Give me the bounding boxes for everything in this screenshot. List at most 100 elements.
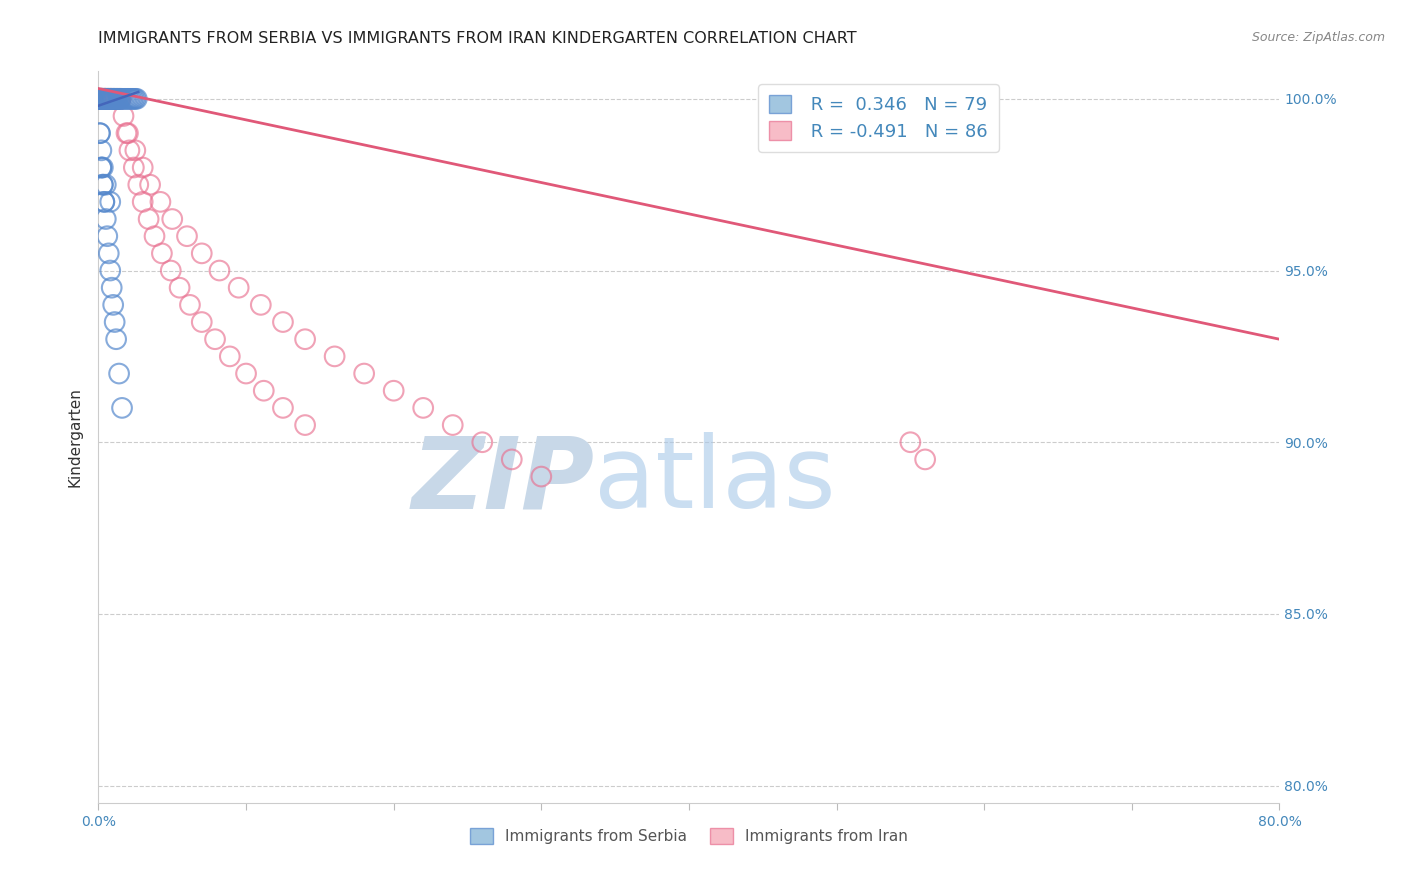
Point [132, 161, 155, 175]
Point [91, 178, 114, 192]
Point [97, 246, 120, 260]
Point [96, 92, 118, 106]
Point [105, 92, 128, 106]
Point [93, 92, 115, 106]
Point [94, 92, 117, 106]
Point [900, 435, 922, 450]
Point [412, 401, 434, 415]
Legend: Immigrants from Serbia, Immigrants from Iran: Immigrants from Serbia, Immigrants from … [464, 822, 914, 850]
Point [271, 315, 294, 329]
Point [91, 92, 114, 106]
Point [132, 194, 155, 209]
Point [93, 194, 115, 209]
Point [94, 92, 117, 106]
Point [91, 92, 114, 106]
Point [94, 92, 117, 106]
Point [100, 92, 122, 106]
Point [294, 332, 316, 346]
Point [122, 92, 145, 106]
Point [91, 92, 114, 106]
Point [118, 144, 141, 158]
Point [97, 92, 120, 106]
Point [122, 161, 145, 175]
Point [98, 92, 121, 106]
Point [89, 126, 111, 140]
Point [91, 178, 114, 192]
Text: Source: ZipAtlas.com: Source: ZipAtlas.com [1251, 31, 1385, 45]
Point [94, 92, 117, 106]
Point [108, 92, 131, 106]
Point [235, 367, 257, 381]
Point [139, 178, 162, 192]
Point [105, 92, 128, 106]
Point [100, 92, 122, 106]
Point [91, 92, 114, 106]
Point [90, 92, 112, 106]
Point [382, 384, 405, 398]
Point [176, 229, 198, 244]
Text: IMMIGRANTS FROM SERBIA VS IMMIGRANTS FROM IRAN KINDERGARTEN CORRELATION CHART: IMMIGRANTS FROM SERBIA VS IMMIGRANTS FRO… [98, 31, 858, 46]
Text: atlas: atlas [595, 433, 837, 530]
Point [91, 92, 114, 106]
Point [112, 109, 135, 123]
Point [90, 161, 112, 175]
Point [100, 92, 122, 106]
Point [103, 92, 125, 106]
Point [89, 92, 111, 106]
Point [90, 92, 112, 106]
Point [90, 144, 112, 158]
Point [98, 92, 121, 106]
Point [112, 92, 135, 106]
Point [93, 92, 115, 106]
Point [94, 178, 117, 192]
Point [100, 92, 122, 106]
Point [91, 92, 114, 106]
Point [105, 332, 128, 346]
Point [250, 298, 273, 312]
Point [103, 92, 125, 106]
Point [107, 92, 129, 106]
Point [97, 92, 120, 106]
Point [105, 92, 128, 106]
Point [90, 92, 112, 106]
Point [107, 92, 129, 106]
Point [191, 246, 214, 260]
Point [93, 92, 115, 106]
Point [104, 315, 127, 329]
Point [96, 92, 118, 106]
Point [98, 92, 121, 106]
Point [103, 92, 125, 106]
Point [90, 92, 112, 106]
Point [117, 92, 139, 106]
Point [121, 92, 143, 106]
Point [90, 92, 112, 106]
Point [98, 92, 121, 106]
Point [204, 332, 226, 346]
Point [323, 350, 346, 364]
Point [104, 92, 127, 106]
Point [93, 92, 115, 106]
Point [120, 92, 142, 106]
Point [105, 92, 128, 106]
Point [90, 161, 112, 175]
Point [94, 92, 117, 106]
Point [89, 92, 111, 106]
Point [107, 92, 129, 106]
Point [97, 92, 120, 106]
Point [111, 92, 134, 106]
Point [103, 92, 125, 106]
Point [124, 92, 146, 106]
Point [91, 92, 114, 106]
Point [124, 144, 146, 158]
Point [228, 281, 250, 295]
Point [93, 92, 115, 106]
Point [96, 92, 118, 106]
Point [108, 92, 131, 106]
Point [93, 92, 115, 106]
Point [208, 263, 231, 277]
Point [89, 92, 111, 106]
Point [98, 92, 121, 106]
Point [110, 92, 132, 106]
Point [90, 92, 112, 106]
Y-axis label: Kindergarten: Kindergarten [67, 387, 83, 487]
